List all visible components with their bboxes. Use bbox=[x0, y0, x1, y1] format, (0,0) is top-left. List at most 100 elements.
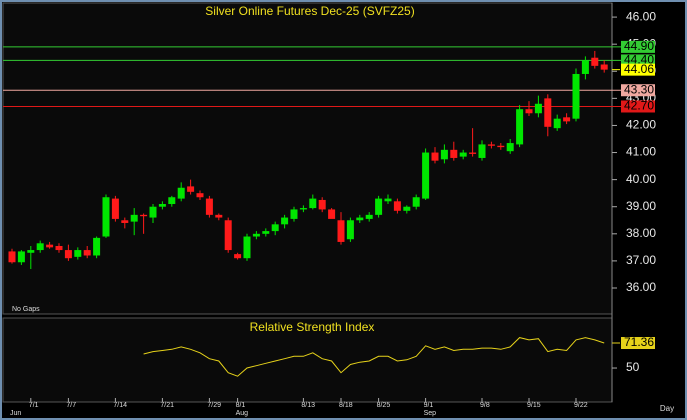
candle-body bbox=[487, 144, 495, 146]
candle-body bbox=[563, 117, 571, 122]
candle-body bbox=[403, 206, 411, 211]
level-label-bg bbox=[621, 100, 655, 113]
x-tick-label: 9/1 bbox=[424, 402, 434, 409]
candle-body bbox=[55, 246, 63, 251]
level-label-bg bbox=[621, 84, 655, 97]
candle-body bbox=[281, 217, 289, 225]
candle-body bbox=[271, 224, 279, 232]
level-label: 44.40 bbox=[624, 53, 654, 67]
candle-body bbox=[168, 197, 176, 205]
rsi-panel bbox=[2, 317, 613, 403]
candle-body bbox=[581, 60, 589, 74]
price-panel bbox=[2, 2, 613, 315]
candle-body bbox=[384, 198, 392, 202]
candle-body bbox=[431, 152, 439, 161]
y-tick-label: 50 bbox=[626, 360, 640, 374]
candle-body bbox=[111, 198, 119, 219]
candle-body bbox=[440, 149, 448, 160]
candle-body bbox=[516, 109, 524, 145]
candle-body bbox=[346, 220, 354, 240]
note: No Gaps bbox=[12, 306, 40, 313]
y-tick-label: 42.00 bbox=[626, 118, 656, 132]
month-label: Jun bbox=[10, 410, 21, 417]
x-unit: Day bbox=[660, 404, 674, 413]
candle-body bbox=[27, 250, 35, 253]
candle-body bbox=[102, 197, 110, 237]
month-label: Sep bbox=[424, 410, 437, 417]
candle-body bbox=[497, 145, 505, 148]
x-tick-label: 7/7 bbox=[66, 402, 76, 409]
candle-body bbox=[158, 204, 166, 207]
candle-body bbox=[356, 217, 364, 221]
candle-body bbox=[393, 201, 401, 211]
level-label-bg bbox=[621, 54, 655, 67]
candle-body bbox=[309, 198, 317, 209]
candle-body bbox=[375, 198, 383, 215]
level-label: 44.90 bbox=[624, 39, 654, 53]
y-tick-label: 38.00 bbox=[626, 226, 656, 240]
candle-body bbox=[17, 251, 25, 263]
candle-body bbox=[130, 214, 138, 222]
y-tick-label: 41.00 bbox=[626, 145, 656, 159]
candle-body bbox=[469, 152, 477, 154]
candle-body bbox=[337, 220, 345, 242]
x-tick-label: 9/8 bbox=[480, 402, 490, 409]
candle-body bbox=[177, 187, 185, 199]
x-tick-label: 8/1 bbox=[236, 402, 246, 409]
last-price-bg bbox=[621, 63, 655, 76]
candle-body bbox=[140, 214, 148, 217]
chart-title: Silver Online Futures Dec-25 (SVFZ25) bbox=[205, 4, 414, 18]
x-tick-label: 7/14 bbox=[113, 402, 127, 409]
level-label-bg bbox=[621, 40, 655, 53]
month-label: Aug bbox=[236, 410, 249, 417]
level-label: 43.30 bbox=[624, 82, 654, 96]
x-tick-label: 7/1 bbox=[29, 402, 39, 409]
candle-body bbox=[93, 237, 101, 256]
candle-body bbox=[121, 220, 129, 223]
candle-body bbox=[591, 57, 599, 66]
x-tick-label: 9/15 bbox=[527, 402, 541, 409]
x-tick-label: 8/18 bbox=[339, 402, 353, 409]
y-tick-label: 40.00 bbox=[626, 172, 656, 186]
candle-body bbox=[64, 250, 72, 259]
candle-body bbox=[46, 244, 54, 248]
rsi-line bbox=[143, 337, 605, 377]
candle-body bbox=[36, 243, 44, 251]
candle-body bbox=[234, 254, 242, 259]
candle-body bbox=[506, 143, 514, 152]
x-tick-label: 7/29 bbox=[207, 402, 221, 409]
candle-body bbox=[422, 152, 430, 199]
last-price-label: 44.06 bbox=[624, 62, 654, 76]
level-label: 42.70 bbox=[624, 99, 654, 113]
candle-body bbox=[600, 64, 608, 70]
candle-body bbox=[262, 231, 270, 234]
rsi-title: Relative Strength Index bbox=[250, 320, 375, 334]
candle-body bbox=[187, 186, 195, 192]
candle-body bbox=[215, 214, 223, 218]
y-tick-label: 39.00 bbox=[626, 199, 656, 213]
y-tick-label: 46.00 bbox=[626, 9, 656, 23]
candle-body bbox=[149, 206, 157, 218]
candle-body bbox=[553, 118, 561, 129]
candle-body bbox=[318, 199, 326, 210]
candle-body bbox=[299, 208, 307, 210]
x-tick-label: 8/13 bbox=[301, 402, 315, 409]
candle-body bbox=[572, 73, 580, 119]
candle-body bbox=[450, 149, 458, 158]
x-tick-label: 7/21 bbox=[160, 402, 174, 409]
candle-body bbox=[205, 198, 213, 215]
candle-body bbox=[74, 250, 82, 257]
candle-body bbox=[8, 251, 16, 263]
candle-body bbox=[328, 209, 336, 219]
candle-body bbox=[196, 193, 204, 198]
y-tick-label: 37.00 bbox=[626, 253, 656, 267]
candle-body bbox=[290, 209, 298, 219]
candle-body bbox=[252, 233, 260, 237]
candle-body bbox=[243, 236, 251, 259]
candle-body bbox=[224, 220, 232, 251]
x-tick-label: 8/25 bbox=[377, 402, 391, 409]
candle-body bbox=[478, 144, 486, 158]
candle-body bbox=[365, 214, 373, 219]
candle-body bbox=[544, 98, 552, 127]
